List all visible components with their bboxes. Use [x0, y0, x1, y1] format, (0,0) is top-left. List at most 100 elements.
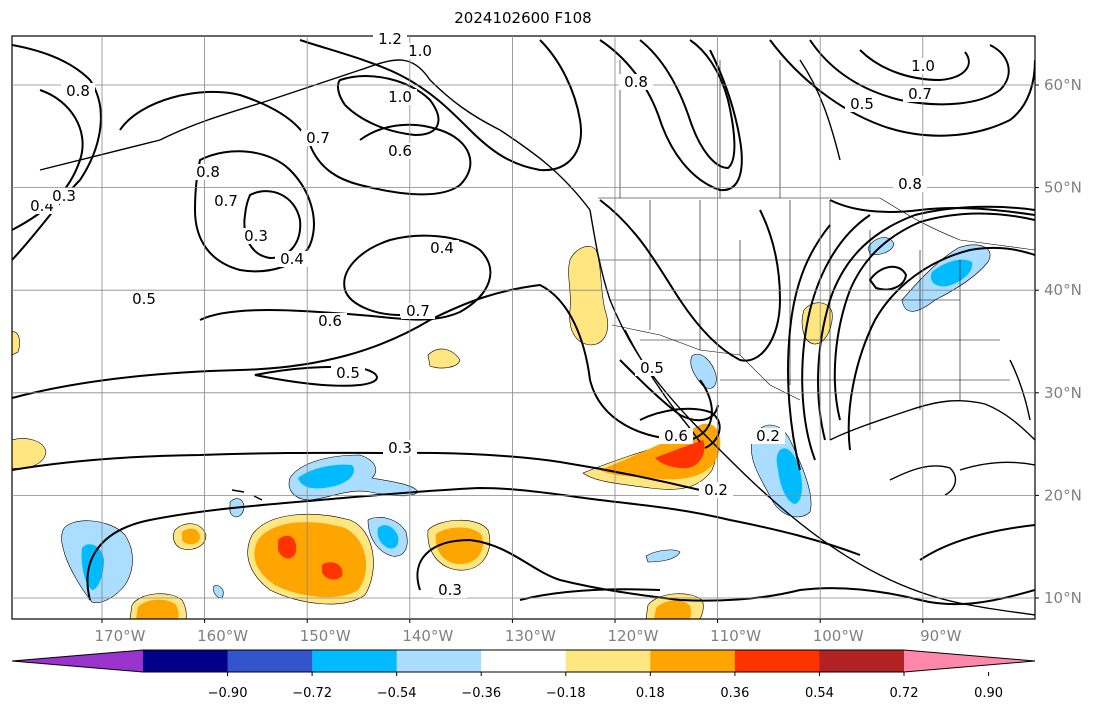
longitude-ticks: 170°W 160°W 150°W 140°W 130°W 120°W 110°W 100°W… — [95, 619, 962, 645]
contour-label-bg — [425, 240, 459, 256]
colorbar-tick-label: −0.18 — [546, 686, 586, 701]
contour-line — [833, 212, 1035, 421]
shade-pos-orange — [654, 600, 691, 619]
contour-label-bg — [903, 86, 937, 102]
lat-tick-label: 50°N — [1044, 179, 1082, 197]
contour-label-bg — [659, 428, 693, 444]
shade-neg-light — [645, 549, 681, 563]
coast-florida — [1009, 359, 1031, 421]
lon-tick-label: 110°W — [710, 627, 761, 645]
contour-label: 0.7 — [908, 85, 932, 103]
contour-label: 0.6 — [318, 312, 342, 330]
coast-yucatan — [889, 465, 957, 496]
contour-label-bg — [301, 130, 335, 146]
contour-label-bg — [191, 164, 225, 180]
contour-label-bg — [331, 365, 365, 381]
contour-label-bg — [61, 83, 95, 99]
contour-label: 0.4 — [280, 250, 304, 268]
contour-line — [787, 224, 831, 471]
map-frame — [11, 35, 1036, 620]
contour-label: 1.0 — [911, 57, 935, 75]
coast-cuba — [959, 461, 1035, 471]
colorbar-segment — [227, 650, 313, 672]
contour-label-bg — [699, 482, 733, 498]
shade-neg-cyan — [930, 259, 973, 287]
contour-line — [639, 407, 721, 449]
shade-pos-light — [568, 246, 609, 346]
lon-tick-label: 170°W — [95, 627, 146, 645]
shade-pos-light — [427, 348, 461, 369]
colorbar-tick-label: 0.90 — [974, 686, 1003, 701]
contour-line — [919, 524, 1035, 561]
lat-tick-label: 40°N — [1044, 281, 1082, 299]
contour-line — [519, 588, 661, 601]
colorbar-tick-label: −0.36 — [461, 686, 501, 701]
contour-line — [416, 538, 1035, 606]
shade-neg-cyan — [776, 448, 803, 504]
contour-label-bg — [433, 582, 467, 598]
contour-label-bg — [401, 303, 435, 319]
lon-tick-label: 140°W — [402, 627, 453, 645]
colorbar-segment — [565, 650, 651, 672]
contour-label: 0.3 — [388, 439, 412, 457]
contour-line — [86, 486, 861, 601]
contour-line — [769, 39, 1035, 137]
contour-label-bg — [635, 360, 669, 376]
contour-label-bg — [383, 440, 417, 456]
contour-label: 0.7 — [406, 302, 430, 320]
shade-pos-red — [278, 535, 297, 559]
coast-alaska — [39, 59, 591, 211]
contour-labels: 1.2 1.0 1.0 1.0 0.8 0.8 0.7 0.7 0.6 0.8 0.7 0.4 0.3 0… — [25, 30, 940, 599]
contour-line — [639, 39, 736, 170]
contour-label: 0.2 — [756, 427, 780, 445]
lat-tick-label: 30°N — [1044, 384, 1082, 402]
contour-line — [829, 199, 1035, 216]
colorbar-tick-label: −0.90 — [208, 686, 248, 701]
contour-line — [254, 365, 378, 387]
contour-line — [817, 205, 1035, 441]
lat-tick-label: 20°N — [1044, 486, 1082, 504]
colorbar-segment — [143, 650, 229, 672]
colorbar-tick-label: 0.72 — [890, 686, 919, 701]
shade-pos-orange — [435, 527, 484, 565]
colorbar-extend-max — [904, 650, 1035, 672]
contour-line — [809, 39, 1010, 106]
contour-label-bg — [239, 228, 273, 244]
contour-line — [243, 190, 302, 260]
lon-tick-label: 160°W — [197, 627, 248, 645]
lon-tick-label: 90°W — [920, 627, 962, 645]
contour-label: 0.4 — [430, 239, 454, 257]
lon-tick-label: 150°W — [300, 627, 351, 645]
lat-tick-label: 10°N — [1044, 589, 1082, 607]
shade-pos-orange — [182, 528, 200, 545]
contour-label: 1.0 — [388, 88, 412, 106]
coast-hawaii — [231, 489, 263, 501]
lon-tick-label: 100°W — [813, 627, 864, 645]
contour-line — [868, 265, 908, 291]
contour-line — [119, 91, 472, 196]
lat-tick-label: 60°N — [1044, 76, 1082, 94]
contour-label-bg — [403, 43, 437, 59]
chart-title: 2024102600 F108 — [454, 9, 592, 27]
colorbar-tick-label: −0.72 — [292, 686, 332, 701]
colorbar-segment — [481, 650, 567, 672]
shade-pos-orange — [136, 599, 179, 619]
shade-neg-cyan — [377, 525, 399, 549]
contour-label: 0.8 — [66, 82, 90, 100]
contour-line — [847, 246, 1035, 451]
contour-label-bg — [127, 291, 161, 307]
contour-label-bg — [893, 176, 927, 192]
contour-label-bg — [906, 58, 940, 74]
contour-label-bg — [751, 428, 785, 444]
contour-label-bg — [383, 143, 417, 159]
shade-pos-red — [655, 440, 705, 469]
contour-label: 0.5 — [336, 364, 360, 382]
colorbar-segment — [819, 650, 905, 672]
contour-line — [801, 214, 871, 461]
shade-pos-light — [12, 331, 20, 356]
colorbar-segment — [312, 650, 398, 672]
colorbar-segment — [650, 650, 736, 672]
contour-label: 0.8 — [898, 175, 922, 193]
contour-line — [299, 39, 582, 172]
